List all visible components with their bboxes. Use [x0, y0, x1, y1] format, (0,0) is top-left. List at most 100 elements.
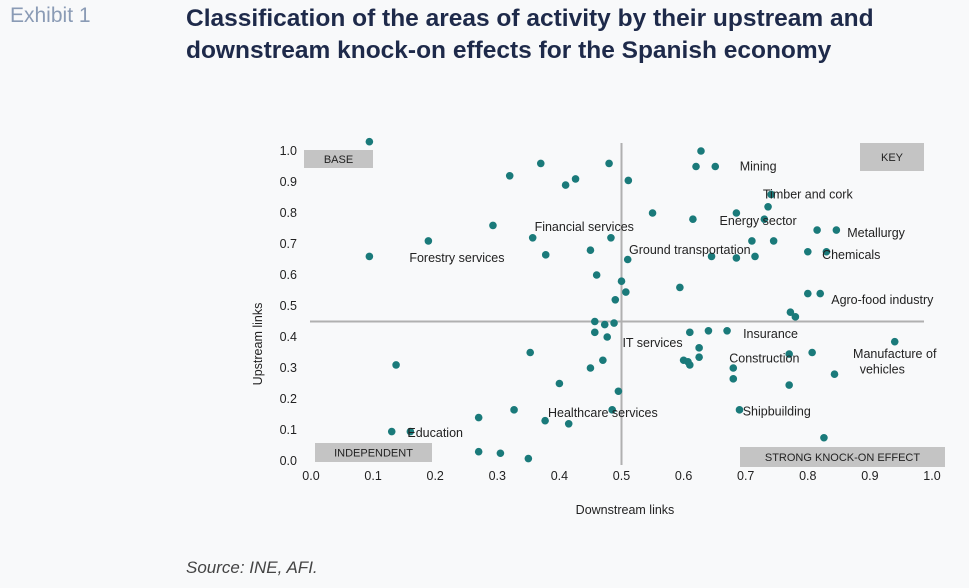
data-point	[617, 277, 626, 286]
data-point	[732, 209, 741, 217]
data-point	[830, 370, 839, 379]
data-point	[607, 234, 615, 242]
x-tick-label: 0.3	[489, 469, 506, 483]
data-point	[735, 406, 744, 414]
y-tick-label: 1.0	[280, 144, 297, 158]
x-tick-label: 0.1	[364, 469, 381, 483]
data-point	[590, 328, 599, 337]
data-point	[723, 327, 731, 335]
data-point	[590, 317, 599, 326]
point-annotation: Manufacture of	[853, 347, 937, 361]
point-annotation: Chemicals	[822, 248, 880, 262]
point-annotation: IT services	[622, 336, 682, 350]
data-point	[603, 333, 612, 341]
x-tick-label: 0.8	[799, 469, 816, 483]
x-tick-label: 0.0	[302, 469, 319, 483]
point-annotation: Mining	[740, 160, 777, 174]
point-annotation: Timber and cork	[763, 187, 854, 201]
data-point	[505, 172, 514, 180]
data-point	[729, 364, 738, 372]
data-point	[555, 379, 564, 388]
point-annotation: Healthcare services	[548, 406, 658, 420]
data-point	[561, 181, 570, 189]
quadrant-box-independent	[315, 443, 432, 462]
point-annotation: Energy sector	[720, 214, 797, 228]
data-point	[648, 209, 657, 217]
data-point	[676, 283, 684, 292]
data-point	[614, 387, 623, 396]
data-point	[365, 137, 374, 146]
exhibit-label: Exhibit 1	[10, 4, 91, 27]
data-point	[571, 175, 580, 183]
data-point	[804, 289, 812, 298]
data-point	[822, 247, 831, 256]
data-point	[424, 237, 433, 245]
quadrant-label-independent: INDEPENDENT	[334, 448, 413, 460]
data-point	[820, 433, 828, 442]
data-point	[622, 288, 630, 296]
data-point	[804, 247, 812, 256]
data-point	[592, 271, 601, 279]
data-point	[816, 289, 825, 298]
data-point	[586, 246, 595, 254]
point-annotation: Insurance	[743, 327, 798, 341]
data-point	[764, 203, 772, 211]
data-point	[686, 328, 694, 337]
data-point	[623, 255, 632, 264]
data-point	[704, 327, 713, 335]
quadrant-label-key: KEY	[881, 152, 904, 164]
y-tick-label: 0.2	[280, 392, 297, 406]
y-axis-label: Upstream links	[251, 303, 265, 386]
data-point	[510, 406, 518, 414]
data-point	[489, 221, 497, 230]
quadrant-box-strong	[740, 447, 945, 467]
data-point	[785, 381, 793, 389]
point-annotation: Agro-food industry	[831, 293, 934, 307]
point-annotation: Forestry services	[409, 251, 504, 265]
data-point	[600, 320, 609, 329]
data-point	[832, 226, 841, 234]
data-point	[751, 252, 759, 261]
data-point	[474, 447, 483, 456]
x-axis-label: Downstream links	[576, 503, 675, 517]
y-tick-label: 0.3	[280, 361, 297, 375]
data-point	[890, 337, 899, 346]
x-tick-label: 1.0	[923, 469, 940, 483]
point-annotation: vehicles	[860, 363, 905, 377]
x-tick-label: 0.5	[613, 469, 630, 483]
data-point	[769, 237, 778, 245]
data-point	[541, 251, 550, 259]
data-point	[791, 313, 800, 321]
y-tick-label: 0.8	[280, 206, 297, 220]
data-point	[624, 176, 633, 185]
quadrant-label-strong: STRONG KNOCK-ON EFFECT	[765, 452, 921, 464]
y-tick-label: 0.9	[280, 175, 297, 189]
data-point	[528, 234, 537, 242]
data-point	[711, 162, 720, 171]
data-point	[564, 420, 573, 428]
y-tick-label: 0.6	[280, 268, 297, 282]
data-point	[813, 226, 821, 234]
chart-title: Classification of the areas of activity …	[186, 5, 874, 64]
x-tick-label: 0.4	[551, 469, 568, 483]
y-tick-label: 0.5	[280, 299, 297, 313]
data-point	[707, 252, 716, 261]
data-point	[767, 190, 775, 199]
data-point	[406, 427, 415, 436]
data-point	[748, 237, 756, 245]
data-point	[599, 356, 607, 365]
point-annotation: Construction	[729, 352, 799, 366]
quadrant-box-key	[860, 143, 924, 171]
data-point	[695, 353, 703, 361]
y-tick-label: 0.4	[280, 330, 297, 344]
data-point	[387, 427, 396, 436]
data-point	[732, 254, 741, 262]
data-point	[524, 454, 533, 463]
data-point	[586, 364, 595, 372]
x-tick-label: 0.2	[427, 469, 444, 483]
data-point	[608, 406, 616, 414]
quadrant-label-base: BASE	[324, 154, 353, 166]
point-annotation: Education	[407, 426, 463, 440]
data-point	[808, 348, 816, 357]
x-tick-label: 0.9	[861, 469, 878, 483]
